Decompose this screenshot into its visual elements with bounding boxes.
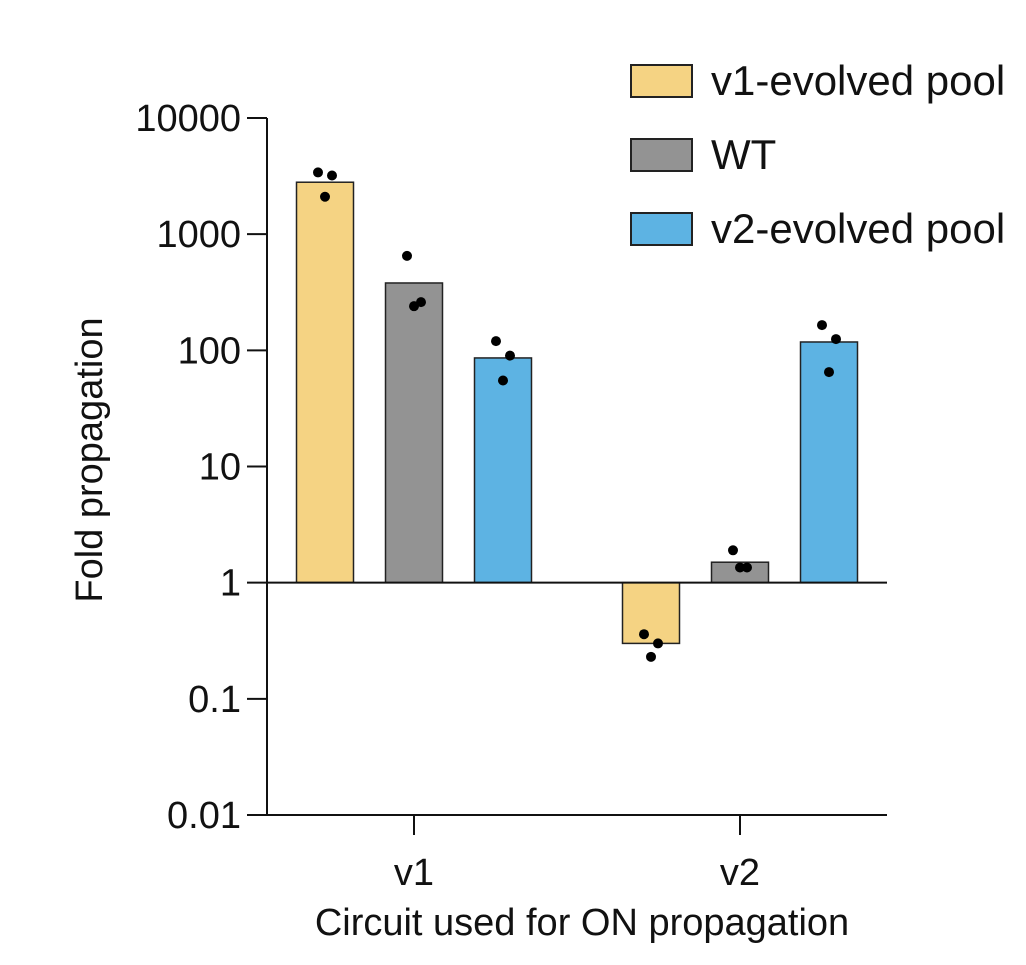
bars — [295, 181, 859, 645]
legend: v1-evolved pool WT v2-evolved pool — [630, 57, 1005, 252]
y-axis-label: Fold propagation — [69, 317, 111, 602]
data-point — [327, 170, 337, 181]
legend-label: v2-evolved pool — [711, 205, 1005, 252]
data-point — [817, 320, 827, 331]
y-tick-label: 10000 — [135, 98, 241, 140]
bar — [473, 357, 533, 584]
data-point — [824, 367, 834, 378]
data-point — [728, 545, 738, 556]
data-point — [646, 651, 656, 662]
data-point — [409, 301, 419, 312]
data-point — [313, 167, 323, 178]
data-point — [742, 562, 752, 573]
data-point — [735, 562, 745, 573]
data-point — [320, 191, 330, 202]
data-point — [498, 375, 508, 386]
y-tick-label: 0.01 — [167, 795, 241, 837]
data-point — [639, 629, 649, 640]
y-tick-label: 10 — [199, 447, 241, 489]
bar — [384, 282, 444, 584]
x-tick-label: v2 — [720, 852, 760, 894]
y-axis: 10000 1000 100 10 1 0.1 0.01 — [135, 98, 268, 837]
bar — [295, 181, 355, 584]
legend-label: v1-evolved pool — [711, 57, 1005, 104]
data-point — [491, 336, 501, 347]
data-point — [831, 334, 841, 345]
data-point — [402, 250, 412, 261]
legend-swatch — [630, 212, 693, 246]
x-axis-label: Circuit used for ON propagation — [315, 902, 849, 944]
bar — [621, 581, 681, 645]
legend-swatch — [630, 64, 693, 98]
data-points — [313, 167, 841, 662]
y-tick-label: 1000 — [156, 214, 241, 256]
y-tick-label: 0.1 — [188, 679, 241, 721]
x-tick-label: v1 — [394, 852, 434, 894]
y-tick-label: 100 — [178, 330, 241, 372]
bar — [799, 341, 859, 584]
legend-label: WT — [711, 131, 776, 178]
legend-swatch — [630, 138, 693, 172]
x-axis: v1 v2 — [267, 814, 887, 894]
y-tick-label: 1 — [220, 563, 241, 605]
data-point — [653, 638, 663, 649]
data-point — [505, 350, 515, 361]
